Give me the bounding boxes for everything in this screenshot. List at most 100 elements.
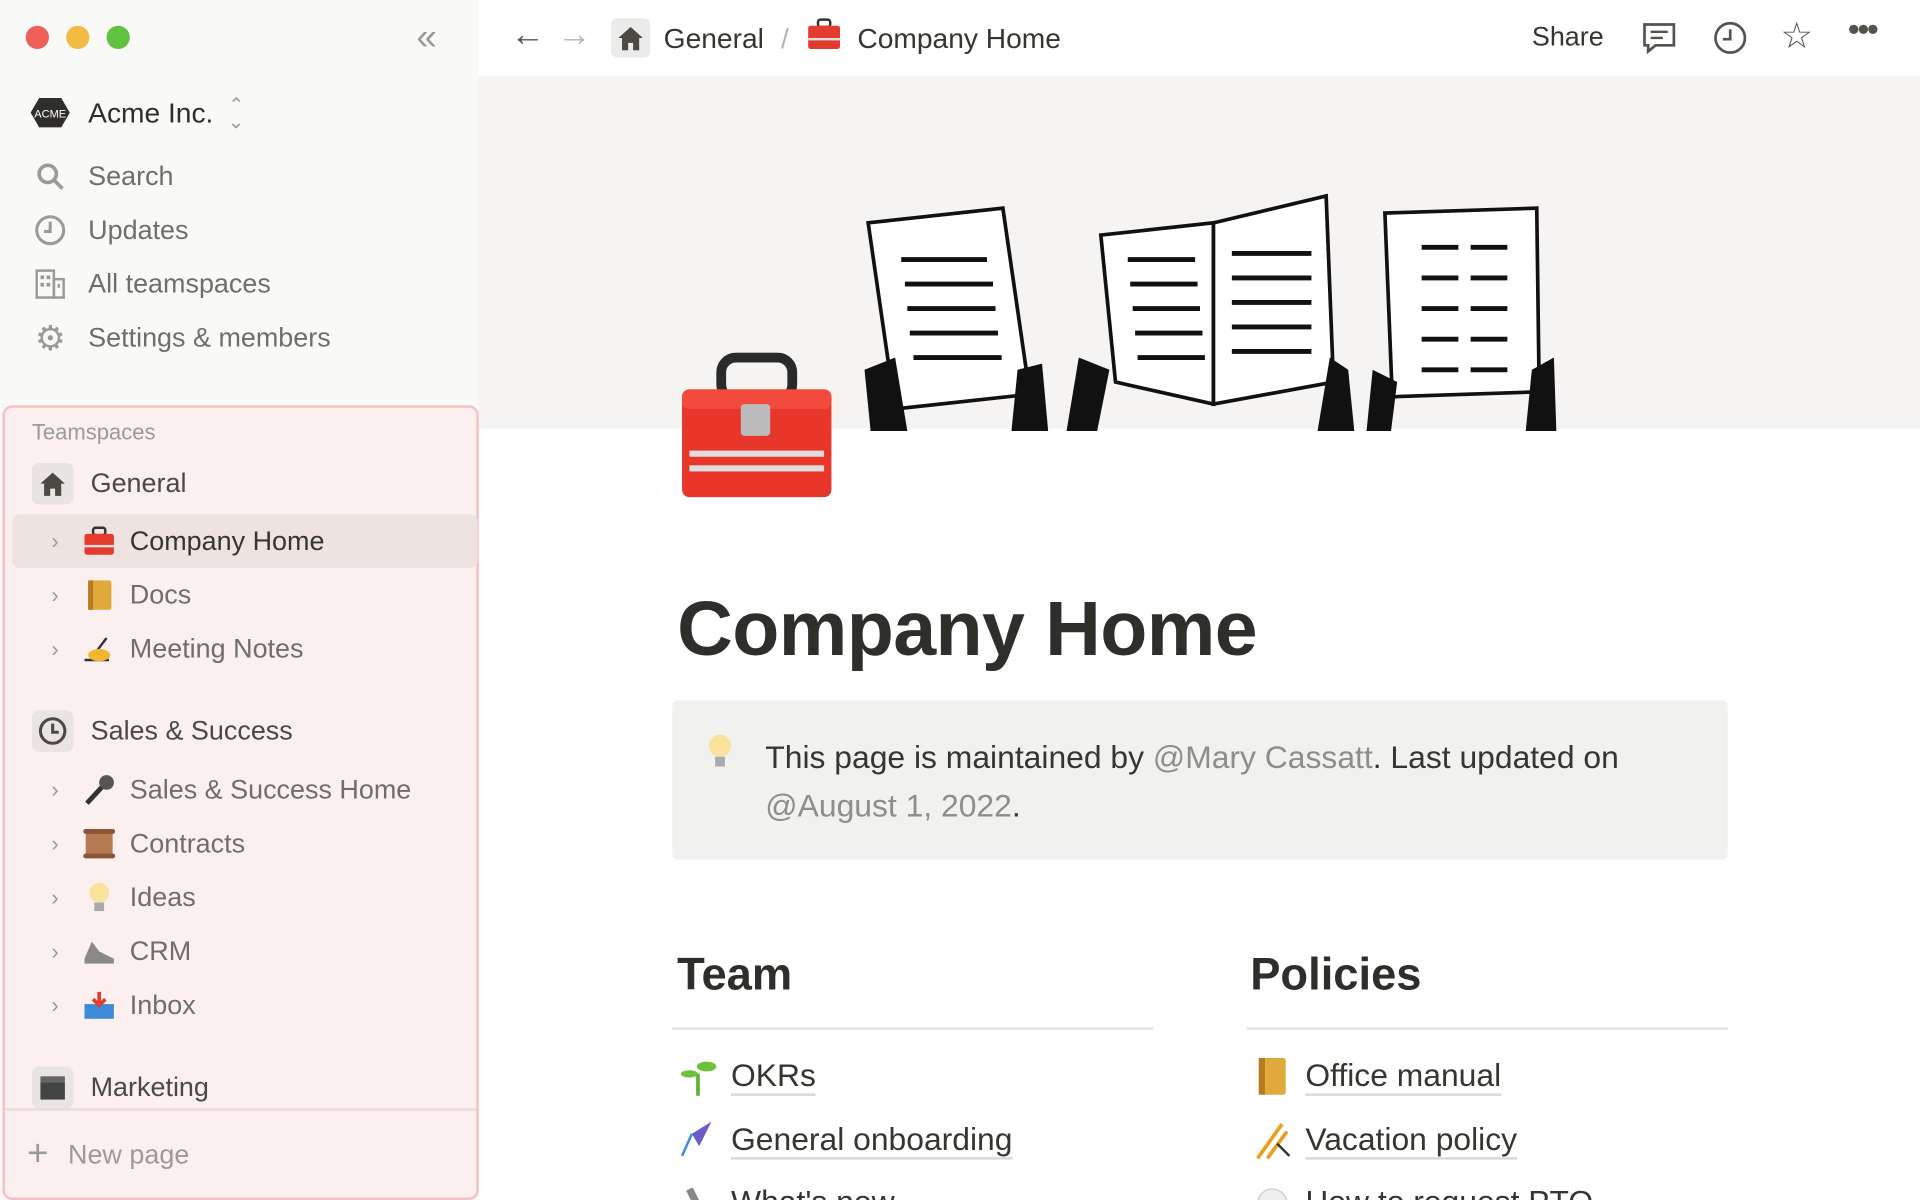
link-general-onboarding[interactable]: General onboarding — [677, 1116, 1013, 1165]
new-page-button[interactable]: + New page — [27, 1133, 189, 1177]
page-ideas[interactable]: › Ideas — [12, 871, 477, 925]
notebook-icon — [81, 577, 118, 614]
page-crm[interactable]: › CRM — [12, 924, 477, 978]
clock-icon — [32, 214, 69, 246]
teamspaces-label: Teamspaces — [31, 420, 156, 445]
nav-search[interactable]: Search — [32, 154, 174, 198]
lightbulb-icon — [81, 879, 118, 916]
comment-icon[interactable] — [1641, 20, 1678, 63]
link-request-pto[interactable]: How to request PTO — [1251, 1178, 1593, 1200]
page-label: Docs — [129, 579, 192, 610]
page-title[interactable]: Company Home — [677, 586, 1258, 673]
back-arrow-icon[interactable]: ← — [510, 14, 545, 53]
link-label: Vacation policy — [1305, 1120, 1518, 1160]
link-label: Office manual — [1305, 1057, 1502, 1096]
page-label: Meeting Notes — [129, 633, 304, 664]
page-label: Contracts — [129, 827, 246, 859]
callout-block[interactable]: This page is maintained by @Mary Cassatt… — [672, 700, 1728, 860]
teamspace-sales-success[interactable]: Sales & Success — [31, 704, 293, 758]
nav-all-teamspaces[interactable]: All teamspaces — [32, 262, 271, 306]
link-okrs[interactable]: OKRs — [677, 1052, 816, 1101]
teamspace-name: Sales & Success — [90, 715, 293, 746]
divider — [1246, 1027, 1728, 1030]
page-toolbox-icon[interactable] — [680, 352, 834, 509]
link-whats-new[interactable]: What's new — [677, 1178, 895, 1200]
house-icon — [31, 462, 74, 505]
page-meeting-notes[interactable]: › Meeting Notes — [12, 622, 477, 676]
gear-icon: ⚙ — [34, 318, 66, 357]
share-button[interactable]: Share — [1531, 20, 1604, 52]
chevron-right-icon[interactable]: › — [51, 776, 59, 802]
lightbulb-icon — [707, 732, 734, 780]
chevron-right-icon[interactable]: › — [51, 582, 59, 607]
page-label: Company Home — [129, 525, 325, 556]
page-inbox[interactable]: › Inbox — [12, 978, 477, 1032]
chevron-right-icon[interactable]: › — [51, 528, 59, 553]
window-zoom-button[interactable] — [106, 25, 130, 49]
bubble-icon — [1251, 1182, 1293, 1200]
breadcrumb-general[interactable]: General — [611, 18, 764, 58]
breadcrumb: General / Company Home — [611, 17, 1061, 59]
notebook-icon — [1251, 1056, 1293, 1098]
breadcrumb-label: Company Home — [857, 21, 1061, 54]
inbox-tray-icon — [81, 987, 118, 1024]
nav-settings[interactable]: ⚙ Settings & members — [32, 316, 331, 360]
toolbox-icon — [806, 17, 843, 59]
user-mention[interactable]: @Mary Cassatt — [1152, 738, 1373, 776]
nav-label: Settings & members — [88, 322, 331, 353]
workspace-switcher[interactable]: ACME Acme Inc. ⌃ ⌃ — [29, 91, 244, 135]
date-mention[interactable]: @August 1, 2022 — [765, 787, 1012, 825]
page-sales-success-home[interactable]: › Sales & Success Home — [12, 763, 477, 817]
seedling-icon — [677, 1056, 719, 1098]
chevron-right-icon[interactable]: › — [51, 884, 59, 910]
cover-image[interactable] — [478, 75, 1920, 432]
forward-arrow-icon[interactable]: → — [557, 14, 592, 53]
pen-icon — [677, 1182, 719, 1200]
page-label: Sales & Success Home — [129, 773, 412, 805]
breadcrumb-company-home[interactable]: Company Home — [806, 17, 1061, 59]
chevron-right-icon[interactable]: › — [51, 992, 59, 1017]
chevron-right-icon[interactable]: › — [51, 938, 59, 964]
page-label: CRM — [129, 935, 192, 967]
chevron-updown-icon: ⌃ ⌃ — [228, 95, 245, 130]
divider — [4, 1108, 477, 1111]
toolbox-icon — [81, 523, 118, 560]
teamspace-marketing[interactable]: Marketing — [31, 1060, 209, 1114]
star-icon[interactable]: ☆ — [1780, 15, 1814, 57]
page-docs[interactable]: › Docs — [12, 568, 477, 622]
teamspace-general[interactable]: General — [31, 457, 187, 511]
microphone-icon — [81, 771, 118, 808]
breadcrumb-label: General — [663, 21, 764, 54]
nav-updates[interactable]: Updates — [32, 208, 189, 252]
sidebar: « ACME Acme Inc. ⌃ ⌃ Search Updates All t… — [0, 0, 479, 1200]
window-minimize-button[interactable] — [66, 25, 90, 49]
new-page-label: New page — [67, 1138, 190, 1170]
teamspaces-section: Teamspaces General › Company Home › Docs… — [2, 405, 479, 1200]
callout-text: This page is maintained by @Mary Cassatt… — [765, 732, 1696, 830]
window-close-button[interactable] — [25, 25, 49, 49]
page-label: Ideas — [129, 881, 196, 913]
divider — [672, 1027, 1154, 1030]
nav-label: Updates — [88, 214, 189, 245]
page-company-home[interactable]: › Company Home — [12, 514, 478, 569]
link-office-manual[interactable]: Office manual — [1251, 1052, 1502, 1101]
chevron-right-icon[interactable]: › — [51, 830, 59, 856]
more-icon[interactable]: ••• — [1847, 9, 1879, 48]
teamspace-name: Marketing — [90, 1071, 209, 1103]
kite-icon — [677, 1119, 719, 1161]
house-icon — [611, 18, 651, 58]
callout-suffix: . — [1011, 787, 1021, 825]
link-vacation-policy[interactable]: Vacation policy — [1251, 1116, 1518, 1165]
scroll-icon — [81, 825, 118, 862]
newspaper-readers-illustration — [864, 193, 1557, 432]
history-clock-icon[interactable] — [1712, 20, 1749, 63]
page-contracts[interactable]: › Contracts — [12, 817, 477, 871]
link-label: How to request PTO — [1305, 1183, 1593, 1200]
history-icon — [31, 710, 74, 752]
page-label: Inbox — [129, 989, 196, 1021]
team-heading: Team — [677, 948, 793, 1000]
collapse-sidebar-icon[interactable]: « — [416, 17, 437, 58]
chevron-right-icon[interactable]: › — [51, 636, 59, 661]
teamspace-name: General — [90, 467, 187, 499]
svg-text:ACME: ACME — [34, 109, 66, 121]
